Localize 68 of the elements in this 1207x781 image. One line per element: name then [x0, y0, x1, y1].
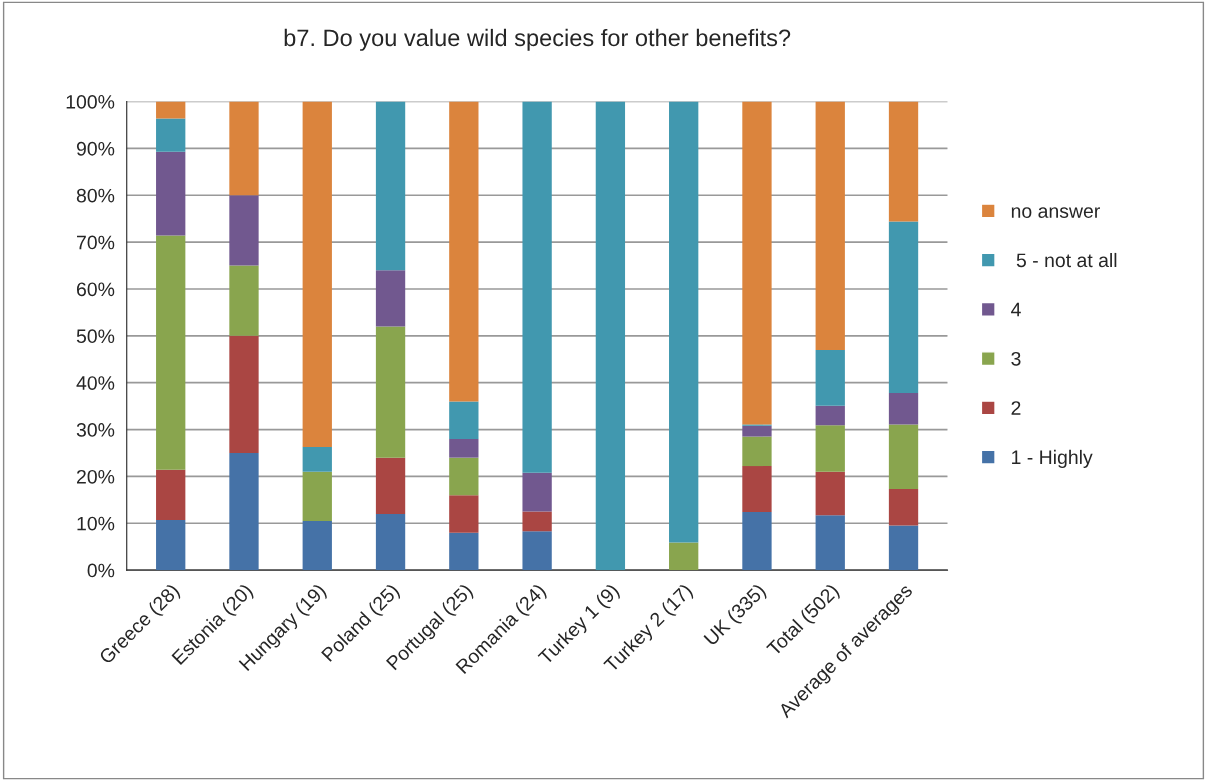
bar — [229, 195, 259, 266]
bar — [302, 471, 332, 521]
bar — [375, 513, 406, 571]
y-tick-label: 50% — [76, 329, 115, 344]
bar — [522, 531, 552, 571]
bar — [302, 101, 332, 447]
bar — [156, 235, 186, 470]
bar — [815, 425, 845, 472]
bar — [888, 221, 919, 393]
bar — [669, 101, 699, 543]
y-tick-label: 20% — [76, 469, 115, 484]
bar — [229, 101, 259, 196]
bar — [156, 151, 186, 236]
bar — [375, 326, 406, 458]
bar — [742, 436, 772, 467]
y-tick-label: 40% — [76, 376, 115, 390]
bar — [156, 519, 186, 571]
bar — [375, 270, 406, 327]
bar — [888, 393, 919, 425]
y-tick-label: 0% — [87, 563, 115, 578]
y-tick-label: 80% — [76, 188, 115, 203]
bar — [742, 512, 772, 571]
bar — [888, 424, 919, 490]
bar — [888, 101, 919, 222]
bar — [742, 466, 772, 513]
bar — [522, 511, 552, 532]
bar — [229, 265, 259, 336]
y-tick-label: 100% — [66, 95, 115, 109]
bar — [156, 118, 186, 152]
y-tick-label: 70% — [77, 235, 115, 250]
bar — [302, 520, 332, 571]
bar — [449, 101, 479, 402]
chart-title: b7. Do you value wild species for other benefits? — [284, 28, 791, 51]
bar — [156, 469, 186, 520]
legend-label: no answer — [1011, 207, 1100, 218]
y-tick-label: 30% — [76, 423, 115, 437]
bar — [375, 101, 406, 271]
bar — [449, 457, 479, 496]
y-tick-label: 10% — [77, 516, 115, 531]
bar — [156, 101, 186, 119]
bar — [229, 452, 259, 571]
bar — [449, 532, 479, 571]
bar — [375, 457, 406, 514]
bar — [449, 401, 479, 439]
bar — [595, 101, 626, 571]
bar — [669, 542, 699, 571]
bar — [302, 446, 332, 472]
bar — [522, 472, 552, 512]
bar — [815, 471, 845, 516]
bar — [522, 101, 552, 473]
bar — [815, 405, 845, 426]
bar — [742, 425, 772, 437]
bar — [815, 101, 845, 350]
bar — [449, 495, 479, 533]
bar — [888, 525, 919, 571]
bar — [888, 489, 919, 526]
y-tick-label: 60% — [77, 282, 115, 297]
legend-label: 3 — [1011, 351, 1021, 366]
legend-label: 5 - not at all — [1016, 252, 1117, 268]
bar — [742, 101, 772, 425]
legend-label: 2 — [1011, 401, 1021, 415]
legend-label: 1 - Highly — [1012, 449, 1093, 468]
y-tick-label: 90% — [76, 141, 115, 156]
legend-label: 4 — [1011, 302, 1021, 317]
bar — [815, 515, 845, 571]
bar — [449, 438, 479, 458]
bar — [815, 349, 845, 406]
bar — [229, 335, 259, 453]
